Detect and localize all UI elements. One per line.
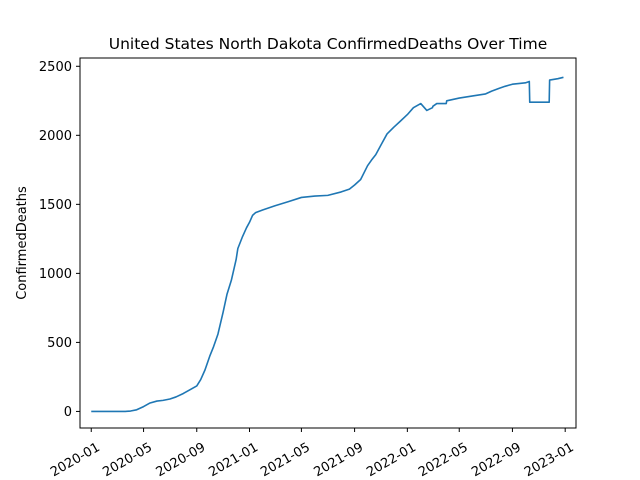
x-tick-label: 2022-01 [364,440,419,480]
y-tick-label: 1500 [39,198,72,213]
y-axis-label: ConfirmedDeaths [15,186,30,300]
plot-frame [79,57,577,429]
y-tick-label: 500 [47,336,72,351]
y-tick-label: 2000 [39,129,72,144]
x-tick-label: 2021-01 [206,440,261,480]
x-tick-label: 2022-05 [416,440,471,480]
x-tick-label: 2022-09 [469,440,524,480]
x-tick-label: 2020-05 [100,440,155,480]
y-tick-label: 1000 [39,267,72,282]
chart-title: United States North Dakota ConfirmedDeat… [109,35,548,53]
y-tick-label: 2500 [39,60,72,75]
y-tick-label: 0 [64,405,72,420]
x-tick-label: 2021-05 [258,440,313,480]
y-axis: 0 500 1000 1500 2000 2500 [39,60,80,420]
x-tick-label: 2020-09 [154,440,209,480]
x-tick-label: 2020-01 [48,440,103,480]
x-tick-label: 2023-01 [522,440,577,480]
x-axis: 2020-012020-052020-092021-012021-052021-… [48,428,577,480]
x-tick-label: 2021-09 [311,440,366,480]
series-line-confirmed-deaths [91,76,564,413]
